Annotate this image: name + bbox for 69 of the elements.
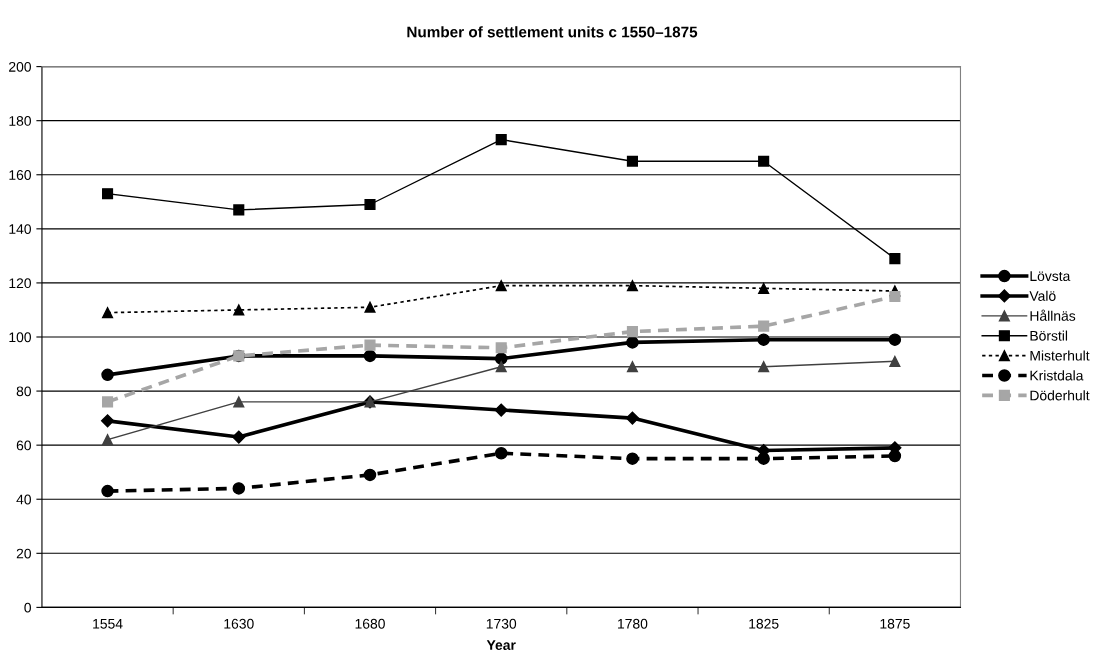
point xyxy=(757,452,770,465)
point xyxy=(626,280,638,292)
point xyxy=(100,414,115,428)
x-tick-label: 1554 xyxy=(93,619,123,629)
point xyxy=(363,468,377,482)
point xyxy=(102,434,114,446)
x-tick-label: 1875 xyxy=(880,618,910,629)
point xyxy=(626,326,638,338)
y-tick-label: 200 xyxy=(9,61,31,72)
point xyxy=(102,307,114,319)
point xyxy=(626,452,639,465)
point xyxy=(101,368,114,382)
legend-label: Valö xyxy=(1029,290,1056,301)
x-tick-label: 1730 xyxy=(486,618,517,629)
point xyxy=(494,447,508,460)
y-tick-label: 60 xyxy=(16,440,31,451)
point xyxy=(364,339,376,351)
legend-label: Kristdala xyxy=(1030,370,1084,381)
y-tick-label: 160 xyxy=(9,170,31,180)
y-tick-label: 0 xyxy=(24,602,31,613)
point xyxy=(232,430,246,444)
x-tick-label: 1825 xyxy=(749,618,779,629)
point xyxy=(495,342,507,354)
point xyxy=(758,155,770,167)
point xyxy=(889,253,901,265)
point xyxy=(494,403,508,417)
x-tick-label: 1630 xyxy=(224,618,254,629)
legend-label: Misterhult xyxy=(1030,350,1090,361)
point xyxy=(233,204,245,216)
point xyxy=(626,361,638,373)
point xyxy=(495,280,507,292)
point xyxy=(233,304,245,316)
legend-label: Döderhult xyxy=(1030,390,1090,401)
legend-label: Lövsta xyxy=(1030,271,1071,282)
point xyxy=(626,155,638,167)
x-tick-label: 1680 xyxy=(355,618,385,629)
y-tick-label: 80 xyxy=(16,386,31,397)
point xyxy=(102,188,114,200)
point xyxy=(363,349,377,363)
point xyxy=(364,301,376,313)
point xyxy=(101,484,114,498)
chart-title: Number of settlement units c 1550–1875 xyxy=(407,26,698,38)
point xyxy=(102,396,114,408)
x-tick-label: 1780 xyxy=(618,618,648,629)
point xyxy=(625,411,640,425)
y-tick-label: 180 xyxy=(9,116,31,126)
point xyxy=(626,336,639,349)
point xyxy=(495,134,507,146)
legend-label: Hållnäs xyxy=(1030,309,1076,321)
y-tick-label: 120 xyxy=(9,278,31,289)
point xyxy=(758,282,770,294)
point xyxy=(758,361,770,373)
point xyxy=(889,355,901,367)
y-tick-label: 100 xyxy=(9,332,31,343)
point xyxy=(888,449,902,463)
point xyxy=(494,352,508,365)
y-tick-label: 40 xyxy=(16,494,31,505)
point xyxy=(889,290,901,302)
point xyxy=(495,361,507,373)
point xyxy=(232,482,246,495)
point xyxy=(757,333,770,346)
point xyxy=(233,396,245,408)
point xyxy=(758,320,770,332)
legend-label: Börstil xyxy=(1030,330,1068,341)
y-tick-label: 140 xyxy=(9,224,31,235)
y-tick-label: 20 xyxy=(16,548,31,559)
point xyxy=(364,198,376,211)
point xyxy=(888,333,902,346)
x-axis-title: Year xyxy=(486,640,516,650)
